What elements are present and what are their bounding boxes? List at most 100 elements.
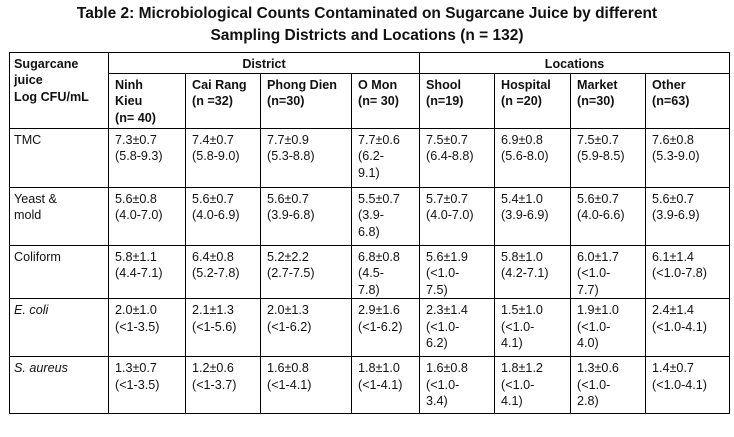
table-cell: 2.0±1.3 (<1-6.2): [260, 298, 352, 358]
cell-line: (<1-3.5): [115, 319, 160, 334]
cell-line: Ninh: [115, 78, 143, 92]
group-header-district: District: [107, 52, 421, 74]
cell-line: 2.8): [577, 394, 599, 409]
cell-line: 4.0): [577, 336, 599, 351]
cell-line: (<1.0-: [426, 319, 460, 334]
cell-line: 6.4±0.8: [192, 250, 234, 264]
cell-line: (n=19): [426, 94, 464, 109]
table-cell: 1.5±1.0 (<1.0- 4.1): [494, 298, 572, 358]
cell-line: 5.6±0.8: [115, 192, 157, 206]
cell-line: 1.9±1.0: [577, 303, 619, 318]
cell-line: 1.3±0.7: [115, 361, 157, 376]
cell-line: 6.1±1.4: [652, 250, 694, 264]
cell-line: 2.4±1.4: [652, 303, 694, 318]
cell-line: 5.6±0.7: [267, 192, 309, 206]
cell-line: (3.9-6.8): [267, 208, 315, 223]
row-label: S. aureus: [9, 356, 109, 415]
table-cell: 6.4±0.8 (5.2-7.8): [185, 244, 261, 300]
cell-line: (5.8-9.0): [192, 149, 240, 164]
cell-line: 1.6±0.8: [267, 361, 309, 376]
table-cell: 2.4±1.4 (<1.0-4.1): [645, 298, 731, 358]
cell-line: (n=63): [652, 94, 690, 109]
cell-line: 7.6±0.8: [652, 133, 694, 147]
cell-line: (4.4-7.1): [115, 266, 163, 281]
table-title-line-1: Table 2: Microbiological Counts Contamin…: [76, 5, 658, 22]
table-cell: 7.3±0.7 (5.8-9.3): [108, 128, 186, 188]
cell-line: 5.6±0.7: [192, 192, 234, 206]
table-row: TMC 7.3±0.7 (5.8-9.3) 7.4±0.7 (5.8-9.0) 7.7±0…: [9, 128, 731, 188]
table-cell: 1.2±0.6 (<1-3.7): [185, 356, 261, 415]
table-title: Table 2: Microbiological Counts Contamin…: [0, 3, 734, 47]
table-cell: 5.5±0.7 (3.9- 6.8): [350, 187, 421, 246]
table-cell: 5.7±0.7 (4.0-7.0): [419, 187, 496, 246]
table-cell: 7.5±0.7 (6.4-8.8): [419, 128, 496, 188]
cell-line: (<1.0-: [501, 319, 535, 334]
row-header-cell: Sugarcane juice Log CFU/mL: [9, 52, 109, 129]
row-label: Coliform: [9, 244, 109, 300]
cell-line: 5.6±1.9: [426, 250, 468, 264]
cell-line: 5.6±0.7: [652, 192, 694, 206]
cell-line: 5.2±2.2: [267, 250, 309, 264]
table-row: Coliform 5.8±1.1 (4.4-7.1) 6.4±0.8 (5.2-7.8)…: [9, 244, 731, 300]
cell-line: 6.9±0.8: [501, 133, 543, 147]
cell-line: TMC: [14, 133, 42, 147]
cell-line: (n=30): [577, 94, 615, 109]
cell-line: 7.5): [426, 282, 448, 297]
cell-line: mold: [14, 208, 42, 223]
data-table: Sugarcane juice Log CFU/mL District Loca…: [9, 52, 731, 415]
cell-line: S. aureus: [14, 361, 68, 376]
row-header-line: Sugarcane: [14, 57, 79, 71]
cell-line: (4.0-7.0): [115, 208, 163, 223]
cell-line: (5.6-8.0): [501, 149, 549, 164]
cell-line: (3.9-: [358, 208, 384, 223]
row-label: TMC: [9, 128, 109, 188]
cell-line: (<1.0-: [577, 319, 611, 334]
table-cell: 1.9±1.0 (<1.0- 4.0): [570, 298, 647, 358]
table-cell: 5.6±0.7 (4.0-6.6): [570, 187, 647, 246]
cell-line: 4.1): [501, 336, 523, 351]
table-cell: 6.8±0.8 (4.5- 7.8): [350, 244, 421, 300]
cell-line: 7.3±0.7: [115, 133, 157, 147]
table-cell: 5.8±1.1 (4.4-7.1): [108, 244, 186, 300]
cell-line: 6.0±1.7: [577, 250, 619, 264]
cell-line: (5.3-9.0): [652, 149, 700, 164]
cell-line: 7.7): [577, 282, 599, 297]
row-label: Yeast & mold: [9, 187, 109, 246]
cell-line: (<1-3.5): [115, 377, 160, 392]
table-cell: 5.2±2.2 (2.7-7.5): [260, 244, 352, 300]
table-cell: 1.6±0.8 (<1.0- 3.4): [419, 356, 496, 415]
cell-line: (<1.0-7.8): [652, 266, 707, 281]
cell-line: (<1-3.7): [192, 377, 237, 392]
cell-line: 7.4±0.7: [192, 133, 234, 147]
cell-line: 1.6±0.8: [426, 361, 468, 376]
table-cell: 5.6±1.9 (<1.0- 7.5): [419, 244, 496, 300]
row-header-line: Log CFU/mL: [14, 89, 89, 104]
table-cell: 5.6±0.7 (3.9-6.9): [645, 187, 731, 246]
cell-line: (5.3-8.8): [267, 149, 315, 164]
cell-line: (4.0-6.6): [577, 208, 625, 223]
table-cell: 1.3±0.6 (<1.0- 2.8): [570, 356, 647, 415]
cell-line: 1.5±1.0: [501, 303, 543, 318]
table-cell: 1.8±1.0 (<1-4.1): [350, 356, 421, 415]
cell-line: (<1.0-: [426, 377, 460, 392]
table-cell: 5.8±1.0 (4.2-7.1): [494, 244, 572, 300]
table-cell: 2.9±1.6 (<1-6.2): [350, 298, 421, 358]
table-row: S. aureus 1.3±0.7 (<1-3.5) 1.2±0.6 (<1-3.7) 1…: [9, 356, 731, 415]
cell-line: Other: [652, 78, 686, 92]
table-cell: 6.0±1.7 (<1.0- 7.7): [570, 244, 647, 300]
cell-line: 9.1): [358, 165, 380, 180]
table-cell: 7.4±0.7 (5.8-9.0): [185, 128, 261, 188]
group-header-locations: Locations: [419, 52, 731, 74]
cell-line: (n =32): [192, 94, 233, 109]
cell-line: 1.8±1.0: [358, 361, 400, 376]
cell-line: 6.2): [426, 336, 448, 351]
cell-line: Shool: [426, 78, 461, 92]
cell-line: (5.8-9.3): [115, 149, 163, 164]
cell-line: 5.6±0.7: [577, 192, 619, 206]
column-header: Phong Dien (n=30): [260, 73, 352, 129]
cell-line: 7.5±0.7: [577, 133, 619, 147]
cell-line: 7.7±0.9: [267, 133, 309, 147]
cell-line: (6.2-: [358, 149, 384, 164]
cell-line: 7.7±0.6: [358, 133, 400, 147]
table-cell: 2.3±1.4 (<1.0- 6.2): [419, 298, 496, 358]
